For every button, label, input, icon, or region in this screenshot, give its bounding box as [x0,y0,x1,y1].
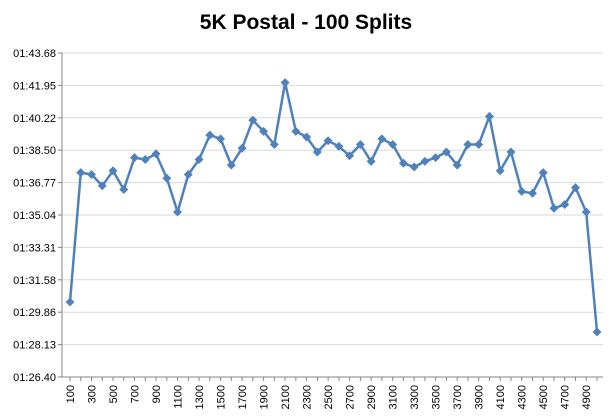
data-point-marker [151,149,161,159]
x-tick-label: 500 [108,385,120,403]
data-point-marker [538,168,548,178]
x-tick-label: 3700 [452,385,464,409]
series-group [65,78,602,337]
data-point-marker [527,188,538,198]
data-point-marker [441,147,451,157]
data-point-marker [172,207,183,217]
data-point-marker [86,169,97,180]
data-point-marker [119,184,129,195]
y-tick-label: 01:40.22 [13,113,56,125]
y-tick-label: 01:31.58 [13,275,56,287]
data-point-marker [259,126,269,136]
x-tick-label: 2700 [345,385,357,409]
data-point-marker [248,115,258,125]
x-tick-label: 700 [130,385,142,403]
data-point-marker [463,139,473,150]
x-tick-label: 3500 [431,385,443,409]
data-point-marker [334,141,344,151]
data-point-marker [484,111,495,121]
data-point-marker [506,147,516,157]
data-point-marker [431,153,441,163]
data-point-marker [549,203,559,213]
x-tick-label: 2500 [323,385,335,409]
data-point-marker [205,130,215,140]
data-point-marker [560,199,570,210]
x-tick-label: 2100 [280,385,292,409]
data-point-marker [162,173,172,183]
series-line [68,81,599,333]
data-point-marker [312,147,322,157]
data-point-marker [345,151,355,161]
data-point-marker [129,153,140,163]
x-tick-label: 2900 [366,385,378,409]
data-point-marker [452,160,462,170]
data-point-marker [76,168,86,178]
x-tick-label: 3100 [388,385,400,409]
x-tick-label: 4500 [538,385,550,409]
x-tick-label: 1300 [194,385,206,409]
data-point-marker [237,143,247,153]
data-point-marker [291,126,301,136]
data-point-marker [409,162,419,172]
x-tick-label: 4700 [560,385,572,409]
y-axis-tick-labels: 01:26.40 01:28.13 01:29.86 01:31.58 01:33.31… [13,48,56,384]
x-tick-label: 1900 [259,385,271,409]
x-tick-label: 1500 [216,385,228,409]
x-tick-label: 2300 [302,385,314,409]
chart-title: 5K Postal - 100 Splits [200,11,412,34]
x-axis-tick-labels: 100 300 500 700 900 1100 1300 1500 1700 1900 2100 2… [65,385,593,409]
y-tick-label: 01:33.31 [13,242,56,254]
data-point-marker [140,154,150,165]
y-tick-label: 01:41.95 [13,80,56,92]
data-point-marker [355,139,365,150]
x-tick-label: 100 [65,385,77,403]
x-tick-label: 1100 [173,385,185,409]
data-point-marker [495,166,505,176]
data-point-marker [420,156,430,166]
x-tick-label: 4100 [495,385,507,409]
data-point-marker [398,158,408,168]
y-tick-label: 01:43.68 [13,48,56,60]
data-point-marker [366,156,376,166]
x-tick-label: 900 [151,385,163,403]
axes [58,52,598,381]
data-point-marker [183,169,193,180]
x-tick-label: 300 [87,385,99,403]
x-tick-label: 1700 [237,385,249,409]
x-tick-label: 3900 [474,385,486,409]
data-point-marker [388,139,398,150]
data-point-marker [108,166,118,176]
x-tick-label: 3300 [409,385,421,409]
data-point-marker [517,186,527,196]
y-tick-label: 01:35.04 [13,210,56,222]
data-point-marker [216,134,226,144]
data-point-marker [65,297,75,307]
data-point-marker [474,139,484,150]
data-point-marker [377,134,387,144]
y-tick-label: 01:36.77 [13,178,56,190]
y-tick-label: 01:38.50 [13,145,56,157]
data-point-marker [226,160,236,170]
x-tick-label: 4900 [581,385,593,409]
data-point-marker [592,327,602,337]
data-point-marker [269,139,279,150]
data-point-marker [194,154,204,165]
data-point-marker [570,183,581,193]
y-tick-label: 01:28.13 [13,340,56,352]
data-point-marker [280,78,290,88]
data-point-marker [302,132,312,142]
gridlines [62,52,603,378]
y-tick-label: 01:26.40 [13,372,56,384]
data-point-marker [581,207,591,217]
x-tick-label: 4300 [517,385,529,409]
y-tick-label: 01:29.86 [13,307,56,319]
data-point-marker [97,181,107,191]
data-point-marker [323,136,333,146]
